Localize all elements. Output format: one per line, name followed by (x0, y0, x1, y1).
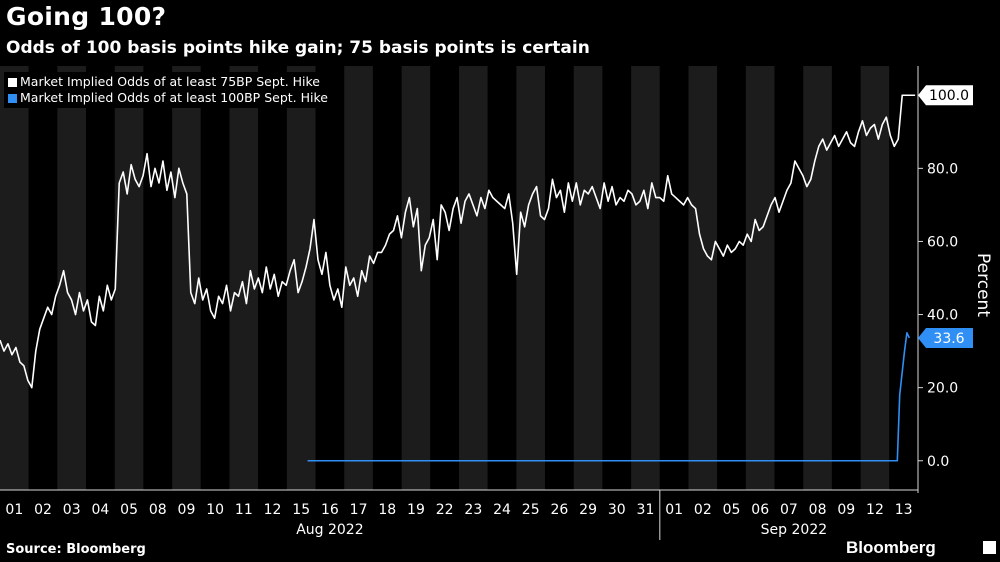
bloomberg-logo-icon (983, 541, 996, 554)
day-band (631, 66, 660, 490)
x-tick-label: 09 (837, 502, 855, 518)
y-axis-title: Percent (973, 253, 993, 317)
day-band (114, 66, 144, 490)
chart-subtitle: Odds of 100 basis points hike gain; 75 b… (6, 38, 590, 58)
x-tick-label: 06 (751, 502, 769, 518)
day-band (200, 66, 230, 490)
day-band (286, 66, 316, 490)
x-tick-label: 31 (637, 502, 655, 518)
legend-item-100bp: Market Implied Odds of at least 100BP Se… (8, 90, 328, 106)
x-tick-label: 01 (5, 502, 23, 518)
x-tick-label: 09 (178, 502, 196, 518)
x-tick-label: 18 (378, 502, 396, 518)
x-tick-label: 05 (723, 502, 741, 518)
x-tick-label: 24 (493, 502, 511, 518)
last-value-75bp: 100.0 (918, 85, 973, 106)
x-tick-label: 25 (522, 502, 540, 518)
x-group-label-sep: Sep 2022 (761, 522, 827, 538)
day-band (430, 66, 459, 490)
day-band (803, 66, 832, 490)
day-band (745, 66, 775, 490)
x-tick-label: 15 (292, 502, 310, 518)
series-line-75bp (0, 94, 916, 389)
last-value-100bp-text: 33.6 (933, 331, 964, 347)
y-tick-label: 0.0 (927, 454, 949, 470)
day-band (459, 66, 488, 490)
x-tick-label: 07 (780, 502, 798, 518)
day-band (401, 66, 431, 490)
x-tick-label: 13 (895, 502, 913, 518)
x-tick-label: 22 (436, 502, 454, 518)
x-tick-label: 23 (464, 502, 482, 518)
last-value-75bp-text: 100.0 (929, 88, 969, 104)
source-note: Source: Bloomberg (6, 542, 146, 557)
x-tick-label: 08 (809, 502, 827, 518)
day-band (573, 66, 603, 490)
day-band (688, 66, 718, 490)
legend: Market Implied Odds of at least 75BP Sep… (4, 72, 332, 108)
day-band (229, 66, 259, 490)
day-band (372, 66, 402, 490)
day-band (86, 66, 115, 490)
day-band (659, 66, 689, 490)
day-band (602, 66, 632, 490)
x-tick-label: 08 (149, 502, 167, 518)
x-tick-label: 10 (206, 502, 224, 518)
day-band (545, 66, 574, 490)
x-tick-label: 11 (235, 502, 253, 518)
x-tick-label: 05 (120, 502, 138, 518)
legend-swatch-100bp (8, 93, 17, 103)
y-tick-label: 60.0 (927, 234, 958, 250)
legend-label-100bp: Market Implied Odds of at least 100BP Se… (20, 90, 328, 105)
x-group-label-aug: Aug 2022 (296, 522, 363, 538)
y-tick-label: 80.0 (927, 161, 958, 177)
chart-title: Going 100? (6, 2, 167, 31)
x-tick-label: 16 (321, 502, 339, 518)
x-tick-label: 01 (665, 502, 683, 518)
bloomberg-logo: Bloomberg (846, 538, 936, 557)
legend-label-75bp: Market Implied Odds of at least 75BP Sep… (20, 74, 320, 89)
x-tick-label: 17 (350, 502, 368, 518)
day-band (889, 66, 918, 490)
day-band (143, 66, 173, 490)
last-value-100bp-box (918, 327, 973, 348)
x-tick-label: 12 (866, 502, 884, 518)
day-band (860, 66, 890, 490)
y-tick-label: 20.0 (927, 381, 958, 397)
day-band (516, 66, 546, 490)
y-tick-label: 40.0 (927, 308, 958, 324)
x-tick-label: 26 (550, 502, 568, 518)
legend-item-75bp: Market Implied Odds of at least 75BP Sep… (8, 74, 328, 90)
legend-swatch-75bp (8, 77, 17, 87)
day-band (28, 66, 58, 490)
day-band (774, 66, 804, 490)
x-tick-label: 12 (264, 502, 282, 518)
x-tick-label: 03 (63, 502, 81, 518)
series-line-100bp (307, 332, 911, 462)
x-tick-label: 02 (34, 502, 52, 518)
day-band (717, 66, 746, 490)
last-value-75bp-box (918, 85, 973, 106)
day-band (315, 66, 345, 490)
day-band (172, 66, 201, 490)
x-tick-label: 19 (407, 502, 425, 518)
day-band (487, 66, 517, 490)
day-band (0, 66, 29, 490)
last-value-100bp: 33.6 (918, 327, 973, 348)
day-band (831, 66, 861, 490)
x-tick-label: 30 (608, 502, 626, 518)
day-band (344, 66, 373, 490)
x-tick-label: 04 (91, 502, 109, 518)
x-tick-label: 29 (579, 502, 597, 518)
x-tick-label: 02 (694, 502, 712, 518)
